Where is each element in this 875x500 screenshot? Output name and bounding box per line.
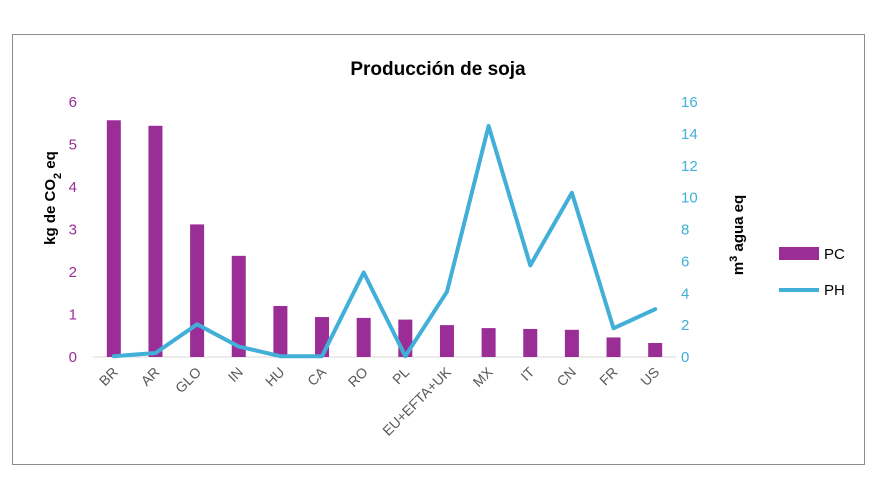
- x-tick-label: CN: [553, 364, 579, 390]
- x-tick-label: IT: [517, 363, 537, 383]
- right-tick-label: 12: [681, 158, 698, 175]
- x-tick-label: MX: [470, 363, 497, 390]
- x-tick-label: US: [637, 364, 662, 389]
- legend: PC PH: [779, 246, 845, 299]
- x-tick-label: BR: [96, 364, 121, 389]
- right-tick-label: 14: [681, 126, 698, 143]
- left-tick-label: 2: [69, 264, 77, 281]
- left-tick-label: 6: [69, 94, 77, 111]
- legend-label-ph: PH: [824, 282, 845, 299]
- bar-pc-in: [231, 255, 246, 357]
- ph-line: [111, 123, 658, 359]
- left-tick-label: 0: [69, 349, 77, 366]
- bar-pc-br: [106, 120, 121, 358]
- bar-pc-it: [523, 328, 538, 357]
- bar-pc-ca: [315, 317, 330, 357]
- left-axis-title: kg de CO2 eq: [42, 151, 64, 245]
- left-tick-label: 5: [69, 137, 77, 154]
- left-axis-ticks: 0 1 2 3 4 5 6: [69, 94, 77, 366]
- chart-title: Producción de soja: [350, 59, 526, 80]
- bar-pc-fr: [606, 337, 621, 357]
- right-tick-label: 8: [681, 222, 689, 239]
- left-tick-label: 4: [69, 179, 77, 196]
- bar-pc-hu: [273, 306, 288, 357]
- right-tick-label: 10: [681, 190, 698, 207]
- bar-pc-cn: [564, 329, 579, 357]
- bar-pc-us: [648, 342, 663, 357]
- right-axis-ticks: 0 2 4 6 8 10 12 14 16: [681, 94, 698, 366]
- x-tick-label: FR: [596, 364, 621, 389]
- left-tick-label: 3: [69, 222, 77, 239]
- left-tick-label: 1: [69, 307, 77, 324]
- bar-pc-mx: [481, 328, 496, 357]
- right-tick-label: 0: [681, 349, 689, 366]
- right-axis-title: m3 agua eq: [728, 195, 747, 275]
- x-tick-label: AR: [138, 364, 163, 389]
- x-tick-label: HU: [262, 364, 288, 390]
- x-tick-label: IN: [225, 364, 246, 385]
- right-tick-label: 2: [681, 317, 689, 334]
- right-tick-label: 4: [681, 285, 689, 302]
- legend-label-pc: PC: [824, 246, 845, 263]
- x-tick-label: GLO: [172, 364, 204, 396]
- bar-pc-glo: [190, 224, 205, 357]
- bar-pc-ro: [356, 317, 371, 357]
- bar-pc-eu-efta-uk: [439, 325, 454, 357]
- bar-series-pc: [106, 120, 663, 358]
- x-tick-label: RO: [345, 364, 371, 390]
- x-tick-label: PL: [389, 364, 413, 388]
- right-tick-label: 6: [681, 253, 689, 270]
- legend-swatch-pc: [779, 247, 819, 260]
- right-tick-label: 16: [681, 94, 698, 111]
- bar-pc-ar: [148, 125, 163, 357]
- x-tick-label: CA: [304, 363, 330, 389]
- line-series-ph: [111, 123, 658, 359]
